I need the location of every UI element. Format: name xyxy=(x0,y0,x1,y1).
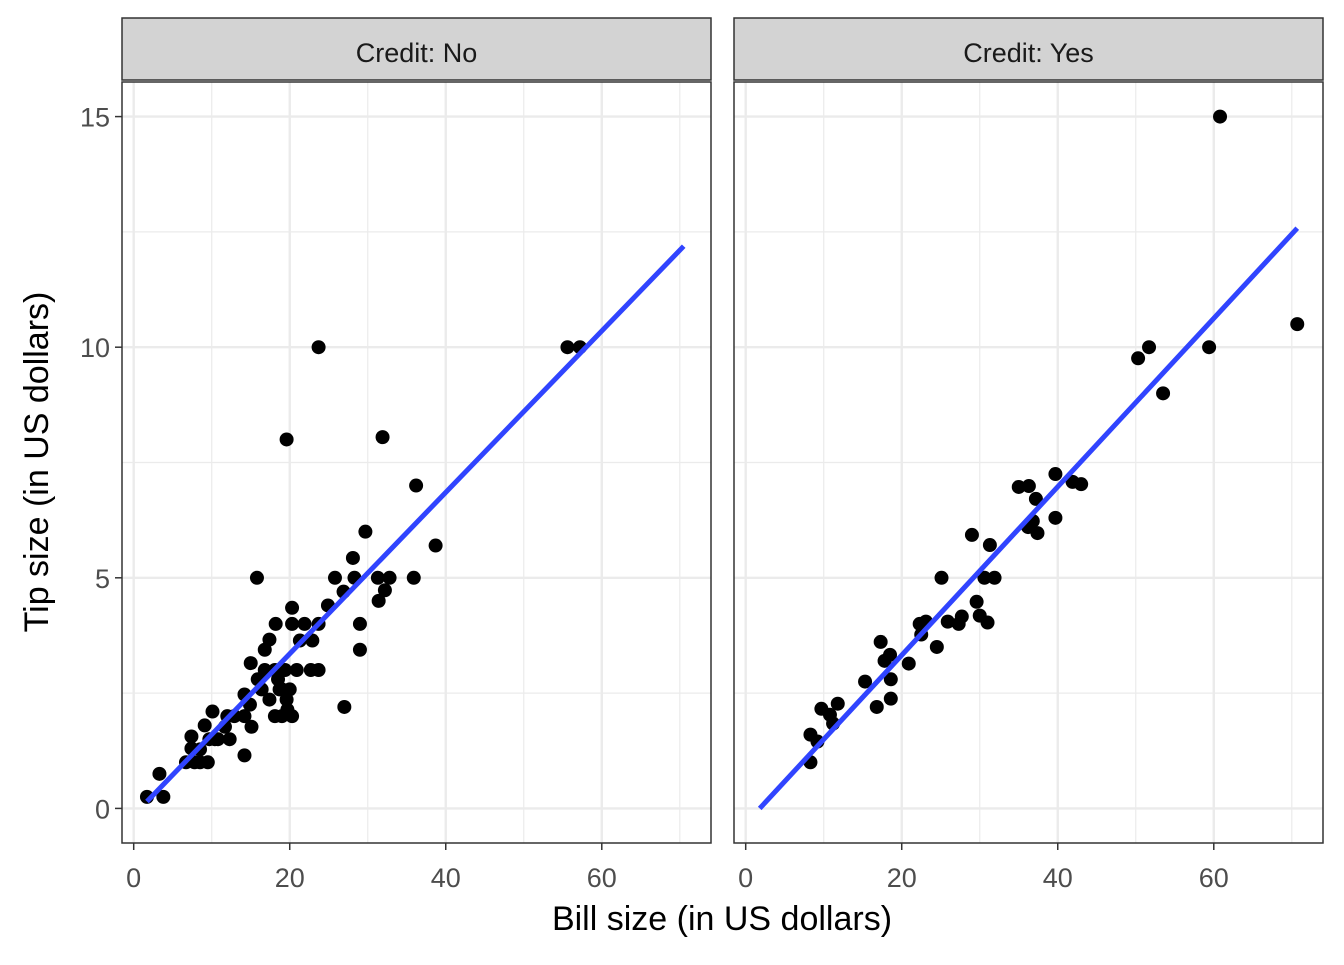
data-point xyxy=(560,340,575,355)
facet-strip xyxy=(733,17,1324,81)
data-point xyxy=(237,709,252,724)
data-point xyxy=(289,663,304,678)
data-point xyxy=(268,616,283,631)
data-point xyxy=(1131,351,1146,366)
data-point xyxy=(205,704,220,719)
x-tick-label: 0 xyxy=(126,863,141,893)
panel-border xyxy=(733,81,1324,844)
data-point xyxy=(883,691,898,706)
data-point xyxy=(382,570,397,585)
data-point xyxy=(409,478,424,493)
data-point xyxy=(375,430,390,445)
y-tick-label: 10 xyxy=(80,333,110,363)
data-point xyxy=(954,609,969,624)
regression-line xyxy=(145,244,686,804)
x-tick-label: 60 xyxy=(1199,863,1229,893)
data-point xyxy=(901,656,916,671)
data-point xyxy=(200,755,215,770)
data-point xyxy=(280,702,295,717)
data-point xyxy=(152,766,167,781)
data-point xyxy=(1156,386,1171,401)
data-point xyxy=(883,672,898,687)
data-point xyxy=(377,583,392,598)
data-point xyxy=(1021,479,1036,494)
data-point xyxy=(352,642,367,657)
regression-line xyxy=(757,226,1300,811)
data-point xyxy=(370,570,385,585)
x-tick-label: 40 xyxy=(1043,863,1073,893)
data-point xyxy=(1142,340,1157,355)
panel-border xyxy=(121,81,712,844)
data-point xyxy=(929,639,944,654)
data-point xyxy=(830,696,845,711)
data-point xyxy=(1074,477,1089,492)
data-point xyxy=(428,538,443,553)
data-point xyxy=(279,432,294,447)
data-point xyxy=(311,663,326,678)
data-point xyxy=(337,699,352,714)
y-tick-label: 15 xyxy=(80,103,110,133)
data-point xyxy=(249,570,264,585)
data-point xyxy=(1011,479,1026,494)
data-point xyxy=(977,570,992,585)
data-point xyxy=(982,538,997,553)
data-point xyxy=(1048,510,1063,525)
x-axis-title: Bill size (in US dollars) xyxy=(552,900,892,938)
data-point xyxy=(237,748,252,763)
data-point xyxy=(297,616,312,631)
data-point xyxy=(964,527,979,542)
x-tick-label: 60 xyxy=(587,863,617,893)
data-point xyxy=(987,570,1002,585)
data-point xyxy=(243,656,258,671)
data-point xyxy=(934,570,949,585)
facet-strip xyxy=(121,17,712,81)
data-point xyxy=(285,616,300,631)
x-tick-label: 40 xyxy=(431,863,461,893)
x-tick-label: 0 xyxy=(738,863,753,893)
data-point xyxy=(257,642,272,657)
y-axis-title: Tip size (in US dollars) xyxy=(18,292,56,633)
facet-strip-label: Credit: Yes xyxy=(963,38,1094,68)
data-point xyxy=(1028,491,1043,506)
data-point xyxy=(980,615,995,630)
data-point xyxy=(272,682,287,697)
data-point xyxy=(371,593,386,608)
data-point xyxy=(1048,467,1063,482)
facet-strip-label: Credit: No xyxy=(356,38,478,68)
data-point xyxy=(869,699,884,714)
data-point xyxy=(940,614,955,629)
data-point xyxy=(352,616,367,631)
data-point xyxy=(1290,317,1305,332)
data-point xyxy=(244,719,259,734)
data-point xyxy=(311,340,326,355)
y-tick-label: 0 xyxy=(95,794,110,824)
data-point xyxy=(282,682,297,697)
data-point xyxy=(345,550,360,565)
data-point xyxy=(197,718,212,733)
data-point xyxy=(184,729,199,744)
y-tick-label: 5 xyxy=(95,564,110,594)
data-point xyxy=(883,647,898,662)
data-point xyxy=(285,600,300,615)
data-point xyxy=(858,674,873,689)
data-point xyxy=(406,570,421,585)
data-point xyxy=(156,789,171,804)
data-point xyxy=(222,732,237,747)
data-point xyxy=(262,692,277,707)
data-point xyxy=(873,634,888,649)
data-point xyxy=(1202,340,1217,355)
data-point xyxy=(969,594,984,609)
data-point xyxy=(1213,109,1228,124)
x-tick-label: 20 xyxy=(275,863,305,893)
data-point xyxy=(327,570,342,585)
x-tick-label: 20 xyxy=(887,863,917,893)
data-point xyxy=(1030,526,1045,541)
data-point xyxy=(358,524,373,539)
